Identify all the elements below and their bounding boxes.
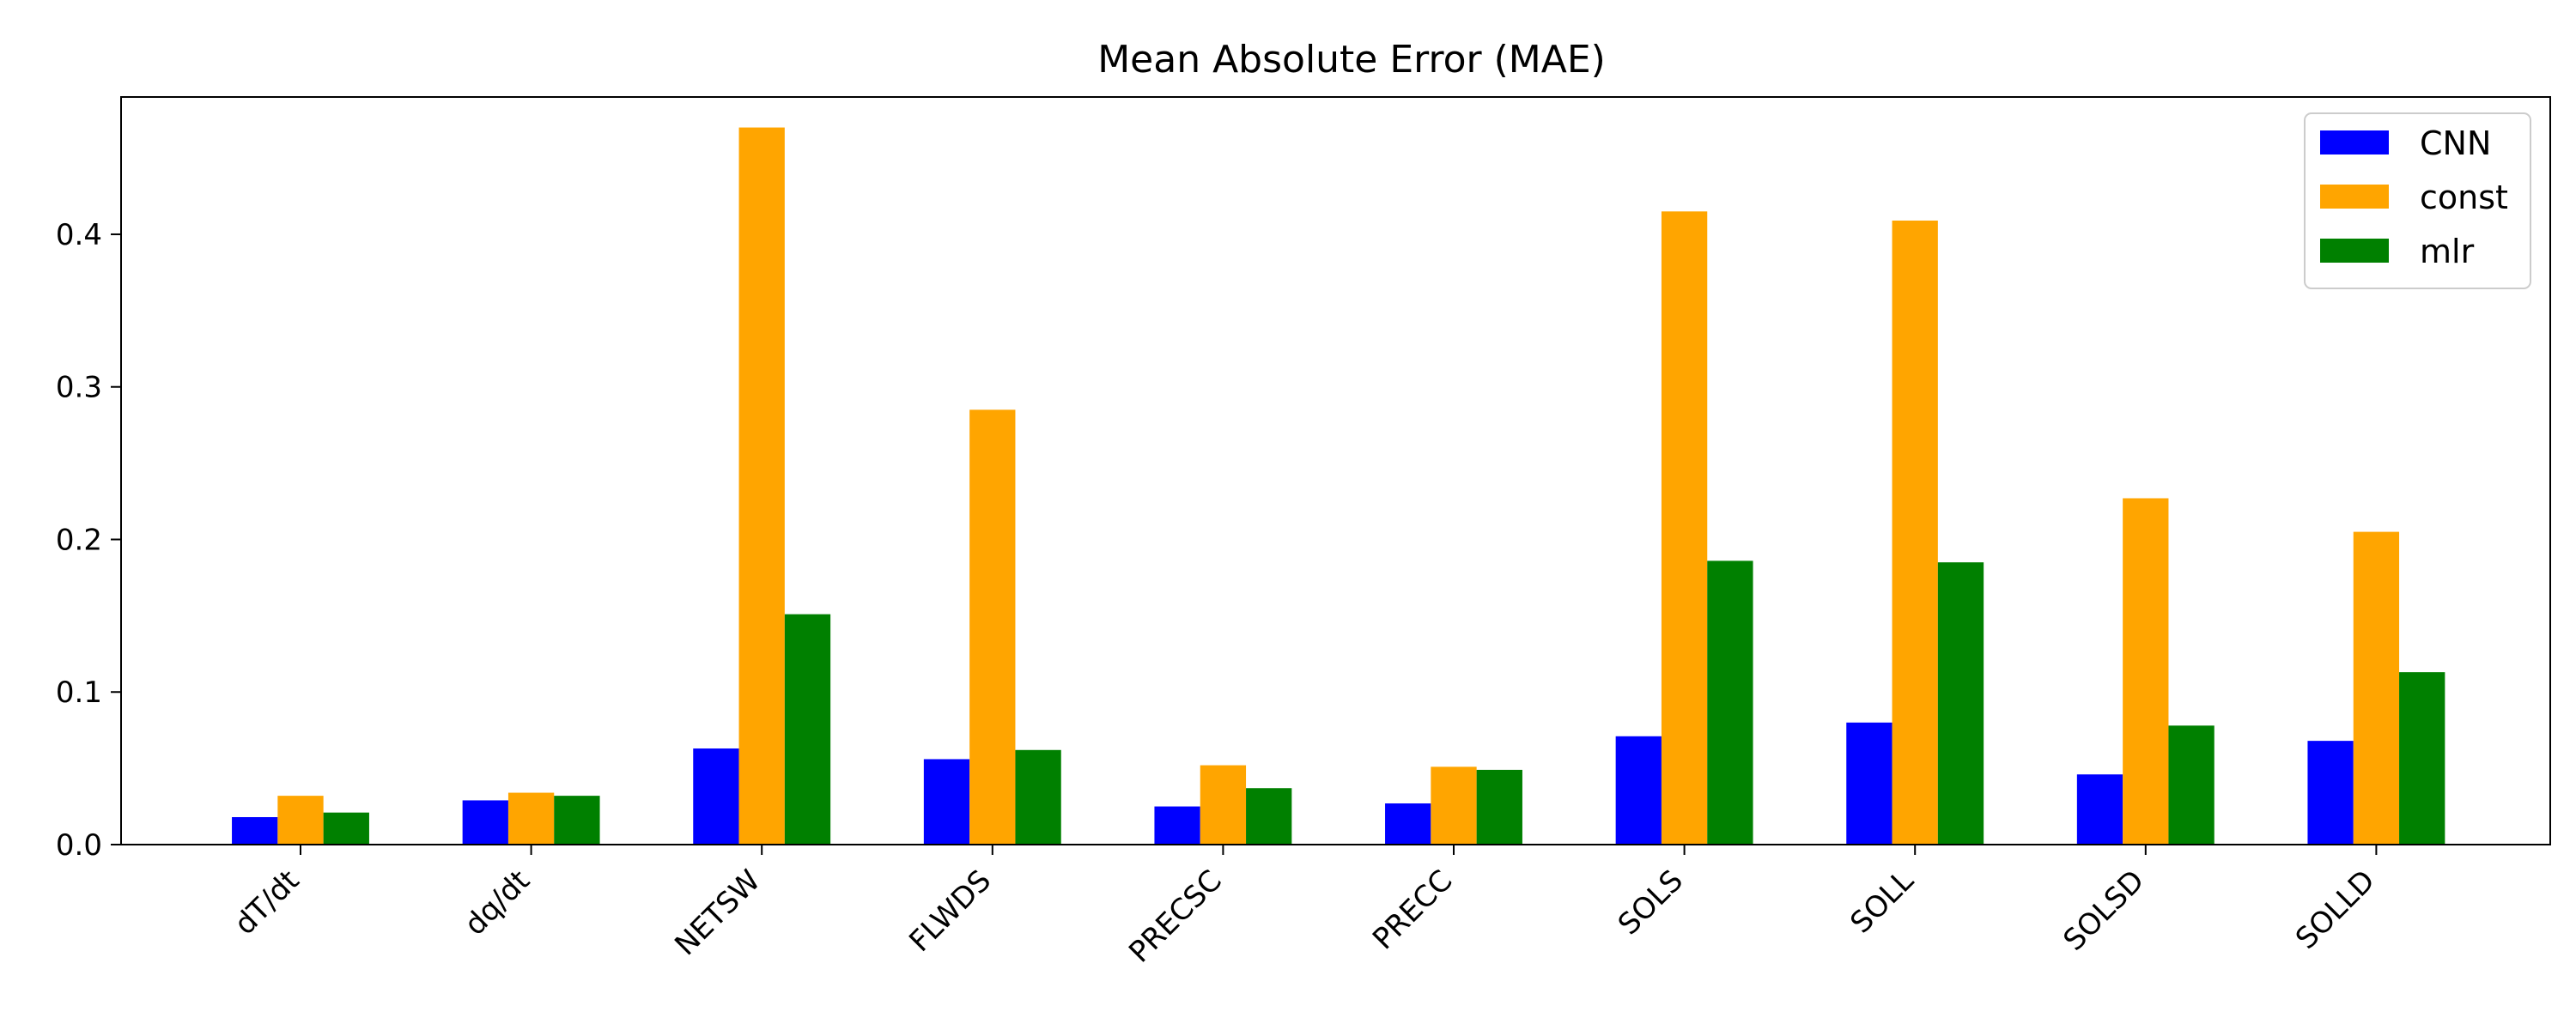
legend-label-mlr: mlr [2420,233,2475,270]
bar-mlr-8 [2168,725,2215,845]
bar-mlr-2 [784,614,831,845]
bar-mlr-5 [1476,769,1522,845]
bar-mlr-0 [323,812,369,845]
bar-cnn-9 [2307,741,2354,845]
bar-cnn-6 [1615,736,1662,845]
bar-mlr-6 [1707,560,1753,845]
bar-const-0 [277,796,324,845]
bar-cnn-7 [1846,722,1893,845]
legend: CNN const mlr [2304,112,2531,289]
bar-mlr-9 [2399,672,2445,845]
legend-label-const: const [2420,179,2508,216]
legend-swatch-const [2320,185,2389,209]
bar-cnn-2 [693,748,739,845]
bar-const-3 [969,409,1016,845]
bar-mlr-1 [554,796,600,845]
bar-const-7 [1892,220,1938,845]
bar-const-2 [738,127,785,845]
bar-cnn-8 [2076,774,2123,845]
y-tick-label-4: 0.4 [56,218,102,252]
bar-mlr-3 [1015,749,1061,845]
y-tick-label-3: 0.3 [56,371,102,405]
bar-cnn-0 [232,817,278,845]
legend-swatch-cnn [2320,130,2389,154]
bar-const-8 [2123,498,2169,845]
y-tick-label-2: 0.2 [56,523,102,557]
bar-cnn-3 [923,759,970,845]
y-tick-label-0: 0.0 [56,828,102,863]
bar-cnn-5 [1385,803,1431,845]
axes-frame [120,96,2551,845]
bar-mlr-7 [1937,562,1984,845]
bar-const-6 [1661,211,1708,845]
legend-label-cnn: CNN [2420,124,2491,162]
bar-const-5 [1431,766,1477,845]
y-tick-label-1: 0.1 [56,676,102,710]
bar-const-1 [507,792,555,845]
bar-mlr-4 [1246,788,1292,845]
bar-const-4 [1200,765,1247,845]
chart-title: Mean Absolute Error (MAE) [1097,38,1606,82]
bar-cnn-1 [462,800,508,845]
legend-swatch-mlr [2320,239,2389,263]
bar-const-9 [2353,531,2400,845]
bar-cnn-4 [1154,806,1200,845]
